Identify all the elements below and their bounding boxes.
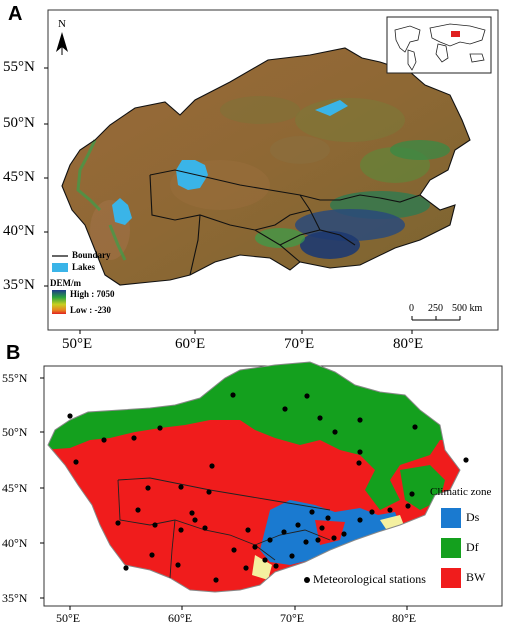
legend-dem-low: Low : -230 bbox=[70, 305, 111, 315]
b-lat-tick-35: 35°N bbox=[2, 591, 28, 605]
panel-a-legend bbox=[52, 255, 68, 314]
country-boundaries bbox=[61, 47, 471, 286]
climatic-zone-title: Climatic zone bbox=[430, 486, 492, 498]
lat-tick-55: 55°N bbox=[3, 59, 35, 75]
b-lat-tick-40: 40°N bbox=[2, 536, 28, 550]
balkhash-lake bbox=[315, 100, 348, 116]
panel-b-ticks bbox=[40, 377, 408, 610]
b-lon-tick-50: 50°E bbox=[56, 611, 81, 625]
scale-end: 500 km bbox=[452, 303, 483, 314]
b-lon-tick-70: 70°E bbox=[280, 611, 305, 625]
b-lat-tick-55: 55°N bbox=[2, 371, 28, 385]
lakes-layer bbox=[112, 100, 348, 225]
station-legend-dot bbox=[304, 577, 310, 583]
lat-tick-45: 45°N bbox=[3, 169, 35, 185]
df-legend-swatch bbox=[441, 538, 461, 558]
panel-b-letter: B bbox=[6, 342, 21, 364]
lon-tick-80: 80°E bbox=[393, 336, 424, 352]
scale-bar bbox=[411, 316, 461, 321]
ds-legend-swatch bbox=[441, 508, 461, 528]
b-lon-tick-80: 80°E bbox=[392, 611, 417, 625]
scale-mid: 250 bbox=[428, 303, 443, 314]
scale-zero: 0 bbox=[409, 303, 414, 314]
lakes-legend-swatch bbox=[52, 263, 68, 272]
dem-terrain-map bbox=[62, 48, 470, 285]
lat-tick-35: 35°N bbox=[3, 277, 35, 293]
lon-tick-60: 60°E bbox=[175, 336, 206, 352]
panel-a-ticks bbox=[44, 67, 413, 334]
aral-sea-lake bbox=[176, 160, 208, 190]
df-legend-label: Df bbox=[466, 540, 479, 554]
b-lat-tick-50: 50°N bbox=[2, 425, 28, 439]
bw-legend-swatch bbox=[441, 568, 461, 588]
climate-zone-map bbox=[47, 361, 461, 593]
north-label: N bbox=[58, 18, 66, 30]
bw-legend-label: BW bbox=[466, 570, 486, 584]
lon-tick-50: 50°E bbox=[62, 336, 93, 352]
study-area-highlight bbox=[451, 31, 460, 37]
meteorological-stations bbox=[67, 392, 469, 583]
legend-dem-title: DEM/m bbox=[50, 278, 81, 288]
stations-legend-label: Meteorological stations bbox=[313, 572, 426, 586]
caspian-lake bbox=[112, 198, 132, 225]
ds-legend-label: Ds bbox=[466, 510, 480, 524]
legend-lakes-label: Lakes bbox=[72, 262, 96, 272]
panel-a-frame bbox=[47, 9, 499, 331]
dem-legend-ramp bbox=[52, 290, 66, 314]
legend-boundary-label: Boundary bbox=[72, 250, 111, 260]
panel-b-legend bbox=[304, 508, 461, 588]
lon-tick-70: 70°E bbox=[284, 336, 315, 352]
lat-tick-40: 40°N bbox=[3, 223, 35, 239]
north-arrow-icon bbox=[56, 32, 68, 55]
panel-a-letter: A bbox=[8, 3, 23, 25]
lat-tick-50: 50°N bbox=[3, 115, 35, 131]
world-inset-map bbox=[386, 16, 492, 74]
b-lon-tick-60: 60°E bbox=[168, 611, 193, 625]
legend-dem-high: High : 7050 bbox=[70, 289, 115, 299]
b-lat-tick-45: 45°N bbox=[2, 481, 28, 495]
